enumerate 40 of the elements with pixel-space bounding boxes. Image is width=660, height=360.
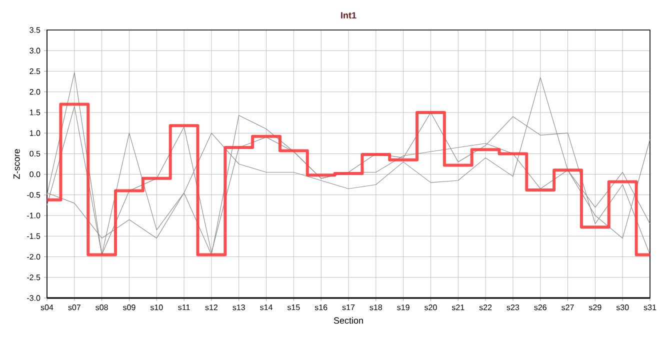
y-tick-label: 2.5: [30, 68, 40, 74]
x-tick-label: s13: [232, 304, 245, 310]
x-tick-label: s29: [588, 304, 602, 310]
x-tick-label: s17: [342, 304, 355, 310]
y-axis-title: Z-score: [14, 149, 20, 179]
y-tick-label: 3.5: [30, 27, 40, 33]
x-tick-label: s11: [178, 304, 190, 310]
x-tick-label: s09: [123, 304, 136, 310]
x-tick-label: s18: [370, 304, 382, 310]
y-tick-label: -2.5: [27, 274, 40, 280]
y-tick-label: 1.0: [30, 130, 40, 136]
x-tick-label: s30: [616, 304, 629, 310]
y-tick-label: 1.5: [30, 110, 40, 116]
x-tick-label: s15: [287, 304, 300, 310]
x-tick-label: s20: [424, 304, 437, 310]
x-tick-label: s31: [644, 304, 656, 310]
y-tick-label: -1.0: [27, 212, 40, 218]
x-tick-label: s04: [40, 304, 54, 310]
x-tick-label: s07: [68, 304, 80, 310]
y-tick-label: -2.0: [27, 254, 40, 260]
y-tick-label: -0.5: [27, 192, 40, 198]
x-tick-label: s21: [452, 304, 464, 310]
y-tick-label: 2.0: [30, 89, 40, 95]
y-tick-label: -1.5: [27, 233, 40, 239]
x-tick-label: s08: [96, 304, 108, 310]
x-tick-label: s26: [534, 304, 546, 310]
y-tick-label: 0.5: [30, 150, 40, 157]
y-tick-label: -3.0: [27, 295, 40, 301]
x-tick-label: s19: [397, 304, 410, 310]
x-tick-label: s27: [562, 304, 574, 310]
y-tick-label: 0.0: [30, 171, 40, 178]
x-tick-label: s14: [260, 304, 272, 310]
chart-title: Int1: [341, 12, 356, 18]
x-tick-label: s23: [506, 304, 520, 310]
y-tick-label: 3.0: [30, 48, 40, 54]
x-tick-label: s12: [205, 304, 218, 310]
x-tick-label: s10: [150, 304, 163, 310]
x-tick-label: s22: [479, 304, 492, 310]
x-tick-label: s16: [314, 304, 328, 310]
x-axis-title: Section: [334, 317, 363, 324]
